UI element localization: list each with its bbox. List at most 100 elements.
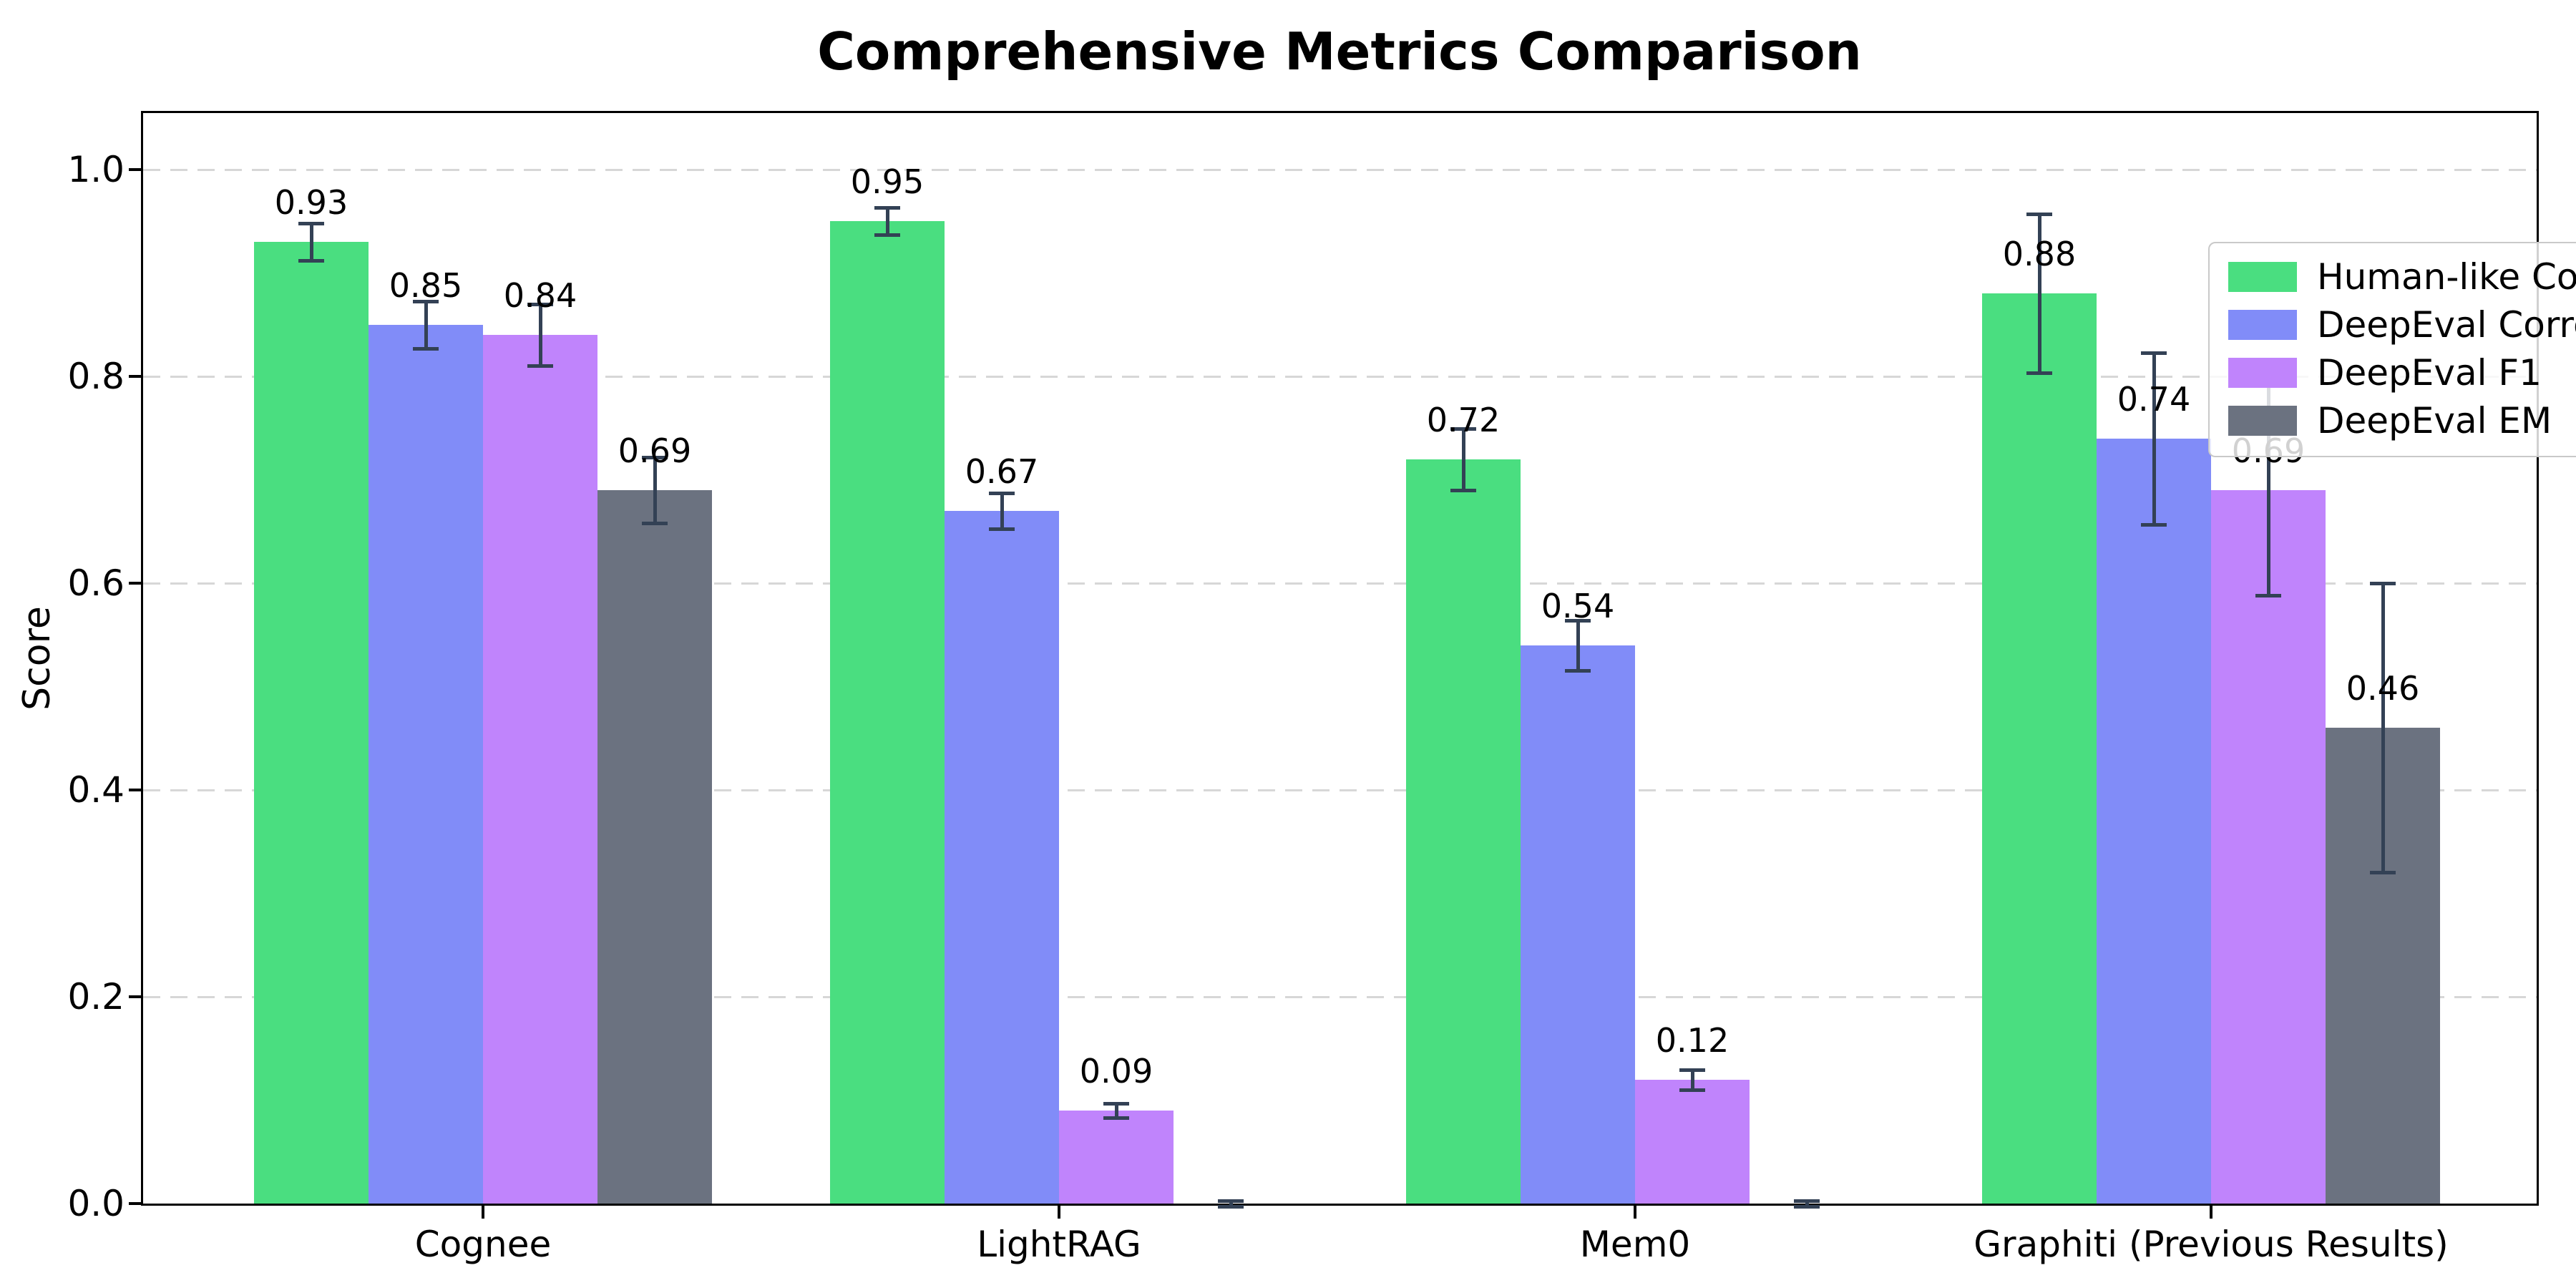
error-bar — [2037, 214, 2041, 373]
bar-cognee-human-like-correctness — [254, 242, 369, 1204]
error-bar — [1114, 1103, 1118, 1118]
error-bar-cap — [1679, 1068, 1705, 1072]
error-bar-cap — [2370, 581, 2396, 585]
x-tick-label: LightRAG — [977, 1224, 1141, 1265]
bar-value-label: 0.67 — [965, 452, 1039, 491]
legend-swatch — [2228, 310, 2297, 340]
bar-mem0-deepeval-correctness — [1521, 645, 1635, 1204]
legend-row: DeepEval Correctness — [2228, 306, 2576, 344]
error-bar-cap — [298, 221, 324, 225]
legend-row: Human-like Correctness — [2228, 258, 2576, 296]
bar-graphiti-previous-results-deepeval-correctness — [2097, 439, 2211, 1204]
bar-value-label: 0.46 — [2346, 669, 2420, 708]
bar-cognee-deepeval-correctness — [369, 325, 483, 1204]
bar-lightrag-deepeval-f1 — [1059, 1111, 1174, 1204]
y-tick-mark — [129, 582, 142, 585]
error-bar-cap — [413, 299, 439, 303]
error-bar-cap — [2370, 870, 2396, 874]
bar-cognee-deepeval-em — [597, 490, 712, 1204]
gridline — [143, 169, 2537, 171]
error-bar — [1461, 429, 1465, 490]
error-bar-cap — [642, 521, 668, 525]
bar-value-label: 0.85 — [389, 266, 463, 305]
bar-value-label: 0.54 — [1541, 587, 1615, 625]
error-bar-cap — [298, 258, 324, 263]
error-bar — [309, 223, 313, 260]
error-bar — [1229, 1201, 1233, 1206]
error-bar-cap — [1218, 1199, 1244, 1203]
bar-graphiti-previous-results-deepeval-f1 — [2211, 490, 2326, 1204]
error-bar-cap — [2026, 371, 2052, 375]
bar-graphiti-previous-results-human-like-correctness — [1982, 293, 2097, 1204]
error-bar-cap — [2141, 351, 2167, 355]
error-bar-cap — [989, 527, 1015, 531]
error-bar-cap — [1450, 426, 1476, 431]
x-tick-mark — [1058, 1206, 1060, 1219]
error-bar-cap — [1565, 668, 1591, 673]
y-tick-label: 0.6 — [67, 562, 125, 604]
gridline — [143, 789, 2537, 791]
x-tick-label: Mem0 — [1579, 1224, 1691, 1265]
bar-value-label: 0.09 — [1079, 1052, 1153, 1091]
error-bar-cap — [874, 233, 900, 237]
legend-swatch — [2228, 262, 2297, 292]
error-bar — [1000, 493, 1004, 529]
legend-row: DeepEval EM — [2228, 401, 2576, 440]
bar-value-label: 0.74 — [2117, 380, 2191, 419]
error-bar — [1690, 1070, 1694, 1090]
bar-value-label: 0.95 — [850, 162, 924, 201]
bar-cognee-deepeval-f1 — [483, 335, 597, 1204]
gridline — [143, 996, 2537, 998]
error-bar-cap — [1103, 1116, 1129, 1120]
bar-lightrag-deepeval-correctness — [945, 511, 1059, 1204]
y-tick-label: 0.8 — [67, 356, 125, 397]
error-bar-cap — [1679, 1088, 1705, 1092]
error-bar — [424, 301, 428, 348]
gridline — [143, 582, 2537, 585]
bar-value-label: 0.12 — [1655, 1021, 1729, 1060]
error-bar — [1805, 1201, 1809, 1206]
bar-lightrag-human-like-correctness — [830, 221, 945, 1204]
error-bar-cap — [2255, 593, 2281, 597]
error-bar — [538, 304, 542, 366]
error-bar-cap — [527, 364, 553, 368]
x-tick-mark — [482, 1206, 484, 1219]
y-tick-label: 1.0 — [67, 149, 125, 190]
y-tick-mark — [129, 995, 142, 998]
plot-area: 0.93 0.85 0.84 0.69 0.95 0.67 0.09 0.72 0.54 0.12… — [141, 111, 2576, 1209]
y-tick-label: 0.2 — [67, 976, 125, 1018]
y-tick-mark — [129, 1202, 142, 1205]
y-tick-label: 0.0 — [67, 1183, 125, 1224]
error-bar — [2266, 385, 2270, 595]
error-bar — [885, 208, 889, 235]
error-bar-cap — [413, 346, 439, 351]
x-tick-label: Graphiti (Previous Results) — [1974, 1224, 2449, 1265]
gridline — [143, 376, 2537, 378]
legend-label: DeepEval EM — [2317, 400, 2552, 441]
legend-label: DeepEval Correctness — [2317, 304, 2576, 346]
error-bar-cap — [1103, 1101, 1129, 1106]
bar-value-label: 0.88 — [2002, 235, 2077, 273]
bar-mem0-human-like-correctness — [1406, 459, 1521, 1204]
bar-value-label: 0.93 — [274, 183, 348, 222]
y-tick-mark — [129, 375, 142, 378]
bar-value-label: 0.72 — [1426, 401, 1501, 439]
bar-value-label: 0.84 — [503, 276, 577, 315]
error-bar-cap — [1794, 1204, 1820, 1209]
legend-swatch — [2228, 358, 2297, 388]
error-bar-cap — [2141, 522, 2167, 527]
chart-title: Comprehensive Metrics Comparison — [817, 21, 1862, 82]
y-tick-mark — [129, 789, 142, 791]
x-tick-mark — [1634, 1206, 1636, 1219]
legend-label: Human-like Correctness — [2317, 256, 2576, 298]
error-bar-cap — [642, 455, 668, 459]
error-bar — [2152, 353, 2156, 525]
x-tick-mark — [2210, 1206, 2212, 1219]
y-axis-label: Score — [16, 606, 59, 711]
error-bar-cap — [1794, 1199, 1820, 1203]
error-bar-cap — [1450, 488, 1476, 492]
error-bar — [1576, 620, 1580, 670]
x-tick-label: Cognee — [414, 1224, 552, 1265]
legend-row: DeepEval F1 — [2228, 353, 2576, 392]
